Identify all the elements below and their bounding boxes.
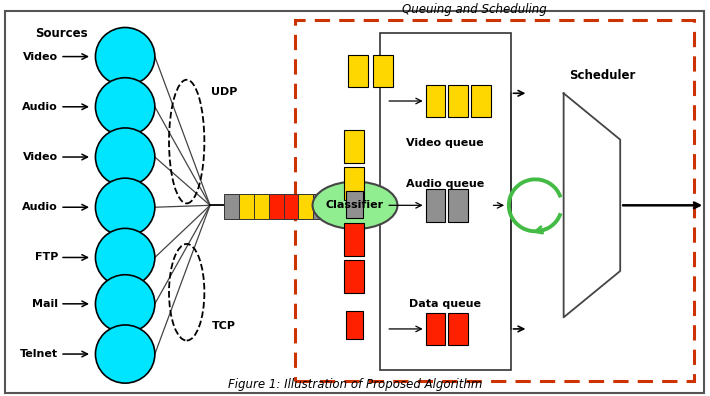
Bar xyxy=(425,85,445,118)
Bar xyxy=(224,194,239,219)
Text: Classifier: Classifier xyxy=(326,200,384,210)
Bar xyxy=(313,194,328,219)
Bar xyxy=(425,189,445,222)
Text: Video queue: Video queue xyxy=(406,137,484,148)
Bar xyxy=(298,194,313,219)
Text: Mail: Mail xyxy=(32,299,58,309)
Text: Scheduler: Scheduler xyxy=(569,69,635,82)
Text: Audio: Audio xyxy=(22,202,58,212)
Text: Audio queue: Audio queue xyxy=(406,179,484,189)
Ellipse shape xyxy=(95,78,155,136)
Ellipse shape xyxy=(95,325,155,383)
Bar xyxy=(344,168,364,200)
Bar xyxy=(448,312,468,345)
Bar xyxy=(346,311,363,339)
Bar xyxy=(344,223,364,255)
Bar xyxy=(448,85,468,118)
Bar xyxy=(344,260,364,293)
Text: FTP: FTP xyxy=(35,253,58,263)
Bar xyxy=(346,190,363,219)
Bar xyxy=(254,194,268,219)
Ellipse shape xyxy=(312,182,398,229)
Text: Figure 1: Illustration of Proposed Algorithm: Figure 1: Illustration of Proposed Algor… xyxy=(228,378,482,391)
Bar xyxy=(239,194,254,219)
Bar xyxy=(380,33,510,369)
Bar xyxy=(448,189,468,222)
Text: Video: Video xyxy=(23,51,58,62)
Text: Sources: Sources xyxy=(36,27,88,40)
Bar xyxy=(348,55,368,88)
Text: Queuing and Scheduling: Queuing and Scheduling xyxy=(403,3,547,16)
Bar xyxy=(373,55,393,88)
Text: UDP: UDP xyxy=(212,87,238,97)
Ellipse shape xyxy=(95,27,155,86)
Bar xyxy=(344,130,364,163)
Text: Data queue: Data queue xyxy=(409,299,481,309)
Ellipse shape xyxy=(95,128,155,186)
Text: TCP: TCP xyxy=(212,321,236,331)
Bar xyxy=(283,194,298,219)
Ellipse shape xyxy=(95,275,155,333)
Text: Telnet: Telnet xyxy=(20,349,58,359)
Text: Video: Video xyxy=(23,152,58,162)
Bar xyxy=(471,85,491,118)
Ellipse shape xyxy=(95,178,155,236)
Ellipse shape xyxy=(95,228,155,287)
Bar xyxy=(268,194,283,219)
Text: Audio: Audio xyxy=(22,102,58,112)
Bar xyxy=(425,312,445,345)
